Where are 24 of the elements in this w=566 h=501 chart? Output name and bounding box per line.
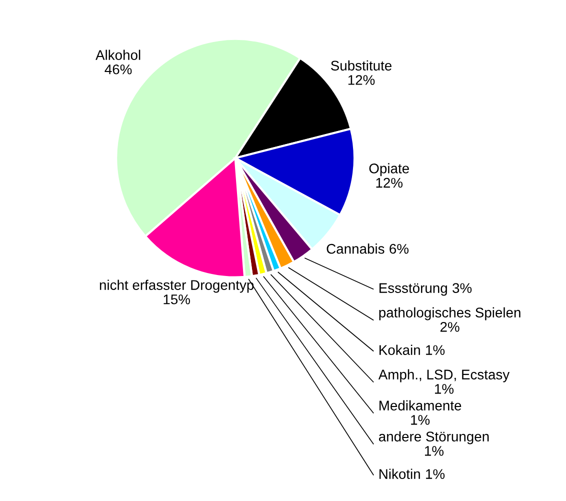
data-label: 12% — [348, 75, 375, 85]
slice-label: Opiate — [369, 163, 409, 176]
slice-label: Medikamente — [380, 400, 462, 410]
data-label: 1% — [435, 384, 454, 394]
data-label: 1% — [424, 446, 444, 456]
slice-label: Nikotin — [380, 468, 420, 479]
slice-label: Alkohol — [96, 50, 140, 60]
slice-label: Substitute — [331, 60, 392, 71]
data-label: 15% — [164, 294, 190, 304]
slice-label: Cannabis — [326, 244, 384, 254]
data-label: 3% — [452, 283, 472, 293]
data-label: 12% — [376, 178, 403, 188]
slice-label: andere Störungen — [378, 431, 489, 444]
data-label: 1% — [411, 415, 430, 425]
slice-label: Essstörung — [380, 283, 447, 296]
data-label: 2% — [440, 322, 460, 332]
data-label: 1% — [426, 469, 445, 479]
slice-label: pathologisches Spielen — [379, 307, 520, 320]
data-label: 1% — [426, 345, 445, 355]
slice-label: nicht erfasster Drogentyp — [100, 280, 254, 293]
slice-label: Amph., LSD, Ecstasy — [378, 369, 510, 382]
slice-label: Kokain — [380, 344, 420, 355]
data-label: 46% — [104, 64, 132, 74]
data-label: 6% — [390, 244, 409, 254]
